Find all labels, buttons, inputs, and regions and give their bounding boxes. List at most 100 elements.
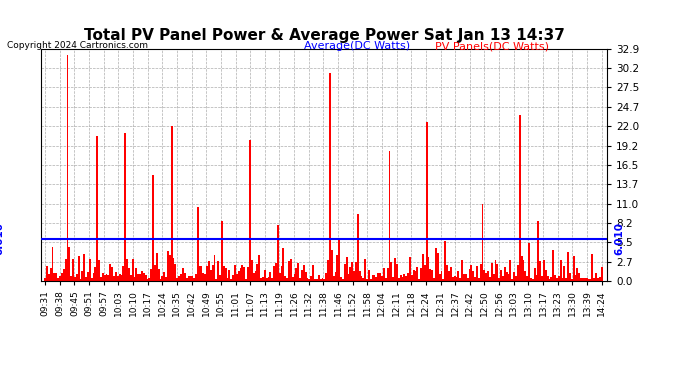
Bar: [375, 278, 377, 281]
Bar: [134, 278, 135, 281]
Bar: [595, 273, 597, 281]
Bar: [392, 277, 394, 281]
Bar: [48, 274, 50, 281]
Bar: [46, 266, 48, 281]
Bar: [396, 264, 398, 281]
Bar: [495, 260, 497, 281]
Bar: [108, 275, 109, 281]
Bar: [223, 266, 225, 281]
Bar: [65, 259, 66, 281]
Bar: [72, 259, 74, 281]
Bar: [405, 276, 407, 281]
Bar: [329, 73, 331, 281]
Bar: [460, 278, 461, 281]
Bar: [286, 278, 288, 281]
Bar: [305, 272, 306, 281]
Bar: [437, 253, 439, 281]
Bar: [188, 276, 189, 281]
Bar: [266, 278, 268, 281]
Bar: [239, 268, 241, 281]
Bar: [217, 261, 219, 281]
Bar: [355, 262, 357, 281]
Bar: [398, 278, 400, 281]
Bar: [453, 276, 455, 281]
Bar: [519, 115, 521, 281]
Bar: [177, 278, 178, 281]
Bar: [150, 268, 152, 281]
Bar: [165, 277, 167, 281]
Bar: [471, 265, 472, 281]
Bar: [586, 278, 588, 281]
Bar: [417, 267, 418, 281]
Bar: [407, 273, 409, 281]
Bar: [189, 276, 191, 281]
Bar: [83, 254, 85, 281]
Bar: [335, 272, 337, 281]
Bar: [79, 279, 81, 281]
Bar: [349, 267, 351, 281]
Bar: [450, 267, 452, 281]
Bar: [175, 264, 177, 281]
Bar: [351, 262, 353, 281]
Bar: [97, 136, 98, 281]
Bar: [338, 239, 340, 281]
Bar: [368, 270, 370, 281]
Bar: [380, 273, 381, 281]
Bar: [204, 274, 206, 281]
Bar: [420, 267, 422, 281]
Text: Average(DC Watts): Average(DC Watts): [304, 41, 410, 51]
Bar: [81, 272, 83, 281]
Bar: [435, 248, 437, 281]
Bar: [485, 273, 487, 281]
Bar: [57, 279, 59, 281]
Bar: [130, 274, 132, 281]
Bar: [482, 204, 484, 281]
Bar: [528, 243, 530, 281]
Bar: [210, 270, 212, 281]
Bar: [385, 278, 386, 281]
Bar: [493, 274, 495, 281]
Bar: [452, 278, 453, 281]
Bar: [325, 273, 327, 281]
Bar: [113, 276, 115, 281]
Bar: [474, 277, 476, 281]
Bar: [487, 271, 489, 281]
Bar: [169, 255, 170, 281]
Bar: [89, 259, 90, 281]
Bar: [541, 276, 543, 281]
Bar: [76, 274, 78, 281]
Bar: [346, 257, 348, 281]
Bar: [44, 279, 46, 281]
Bar: [324, 279, 325, 281]
Bar: [115, 272, 117, 281]
Bar: [400, 275, 402, 281]
Bar: [489, 277, 491, 281]
Bar: [195, 274, 197, 281]
Bar: [589, 279, 591, 281]
Bar: [441, 272, 442, 281]
Bar: [340, 277, 342, 281]
Bar: [85, 277, 87, 281]
Bar: [599, 277, 601, 281]
Bar: [372, 275, 373, 281]
Bar: [109, 264, 111, 281]
Bar: [264, 270, 266, 281]
Bar: [442, 279, 444, 281]
Bar: [515, 276, 517, 281]
Bar: [132, 259, 134, 281]
Bar: [212, 266, 214, 281]
Bar: [418, 279, 420, 281]
Bar: [582, 278, 584, 281]
Bar: [161, 276, 164, 281]
Bar: [362, 278, 364, 281]
Bar: [560, 260, 562, 281]
Bar: [66, 55, 68, 281]
Bar: [106, 274, 108, 281]
Bar: [241, 264, 244, 281]
Bar: [50, 268, 52, 281]
Bar: [535, 275, 538, 281]
Bar: [191, 276, 193, 281]
Bar: [551, 277, 552, 281]
Bar: [319, 279, 322, 281]
Bar: [230, 279, 232, 281]
